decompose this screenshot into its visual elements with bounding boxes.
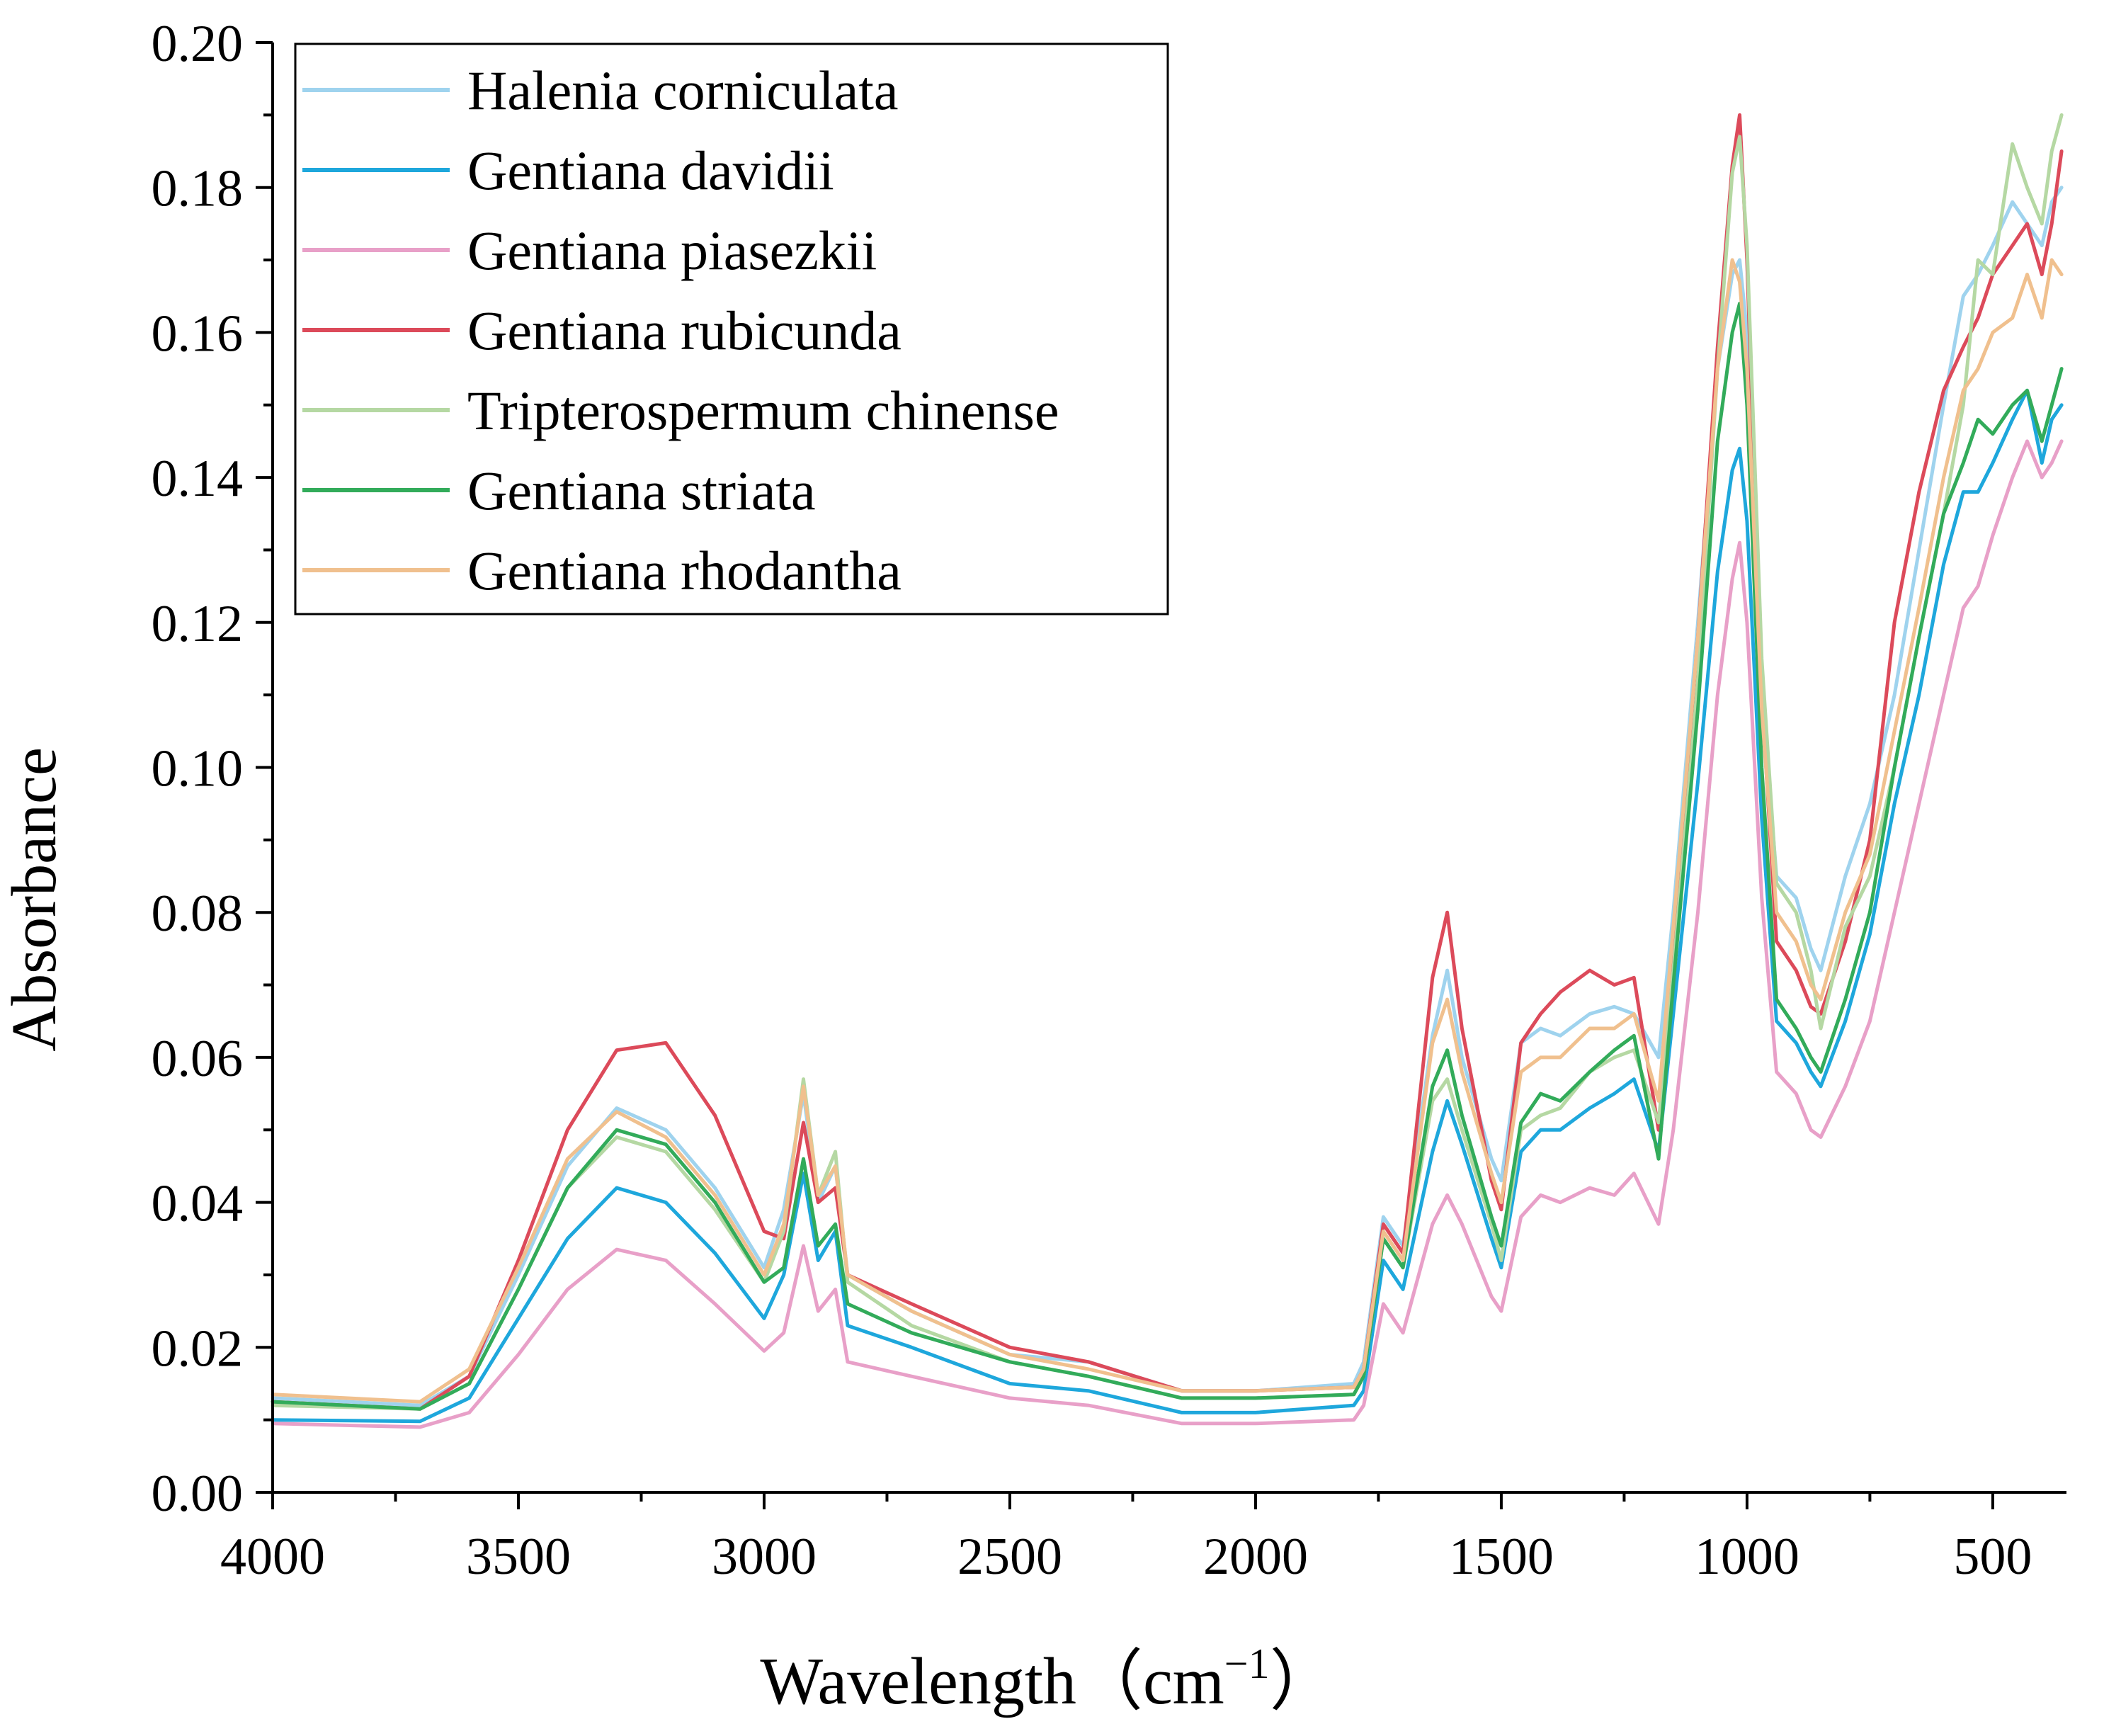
x-axis-title-close: ） — [1270, 1645, 1336, 1718]
legend-label: Gentiana rhodantha — [467, 540, 902, 601]
series-line-gentiana-rubicunda — [271, 113, 2064, 1411]
x-tick-label: 3000 — [712, 1528, 817, 1586]
x-tick-label: 1000 — [1695, 1528, 1799, 1586]
legend-label: Tripterospermum chinense — [467, 380, 1059, 441]
y-tick-label: 0.00 — [152, 1465, 244, 1523]
y-tick-label: 0.20 — [152, 15, 244, 73]
x-axis-title-exponent: −1 — [1224, 1640, 1270, 1687]
y-tick-label: 0.16 — [152, 305, 244, 363]
x-tick-label: 2000 — [1203, 1528, 1308, 1586]
legend-label: Gentiana rubicunda — [467, 300, 902, 361]
tick-marks — [256, 41, 1994, 1509]
legend-label: Gentiana striata — [467, 460, 816, 521]
y-tick-label: 0.04 — [152, 1175, 244, 1233]
x-tick-label: 4000 — [220, 1528, 325, 1586]
y-tick-label: 0.02 — [152, 1320, 244, 1378]
legend-label: Halenia corniculata — [467, 59, 899, 121]
series-lines — [271, 113, 2064, 1429]
x-axis-title-name: Wavelength — [760, 1645, 1076, 1718]
legend-label: Gentiana piasezkii — [467, 220, 877, 281]
x-tick-label: 1500 — [1449, 1528, 1554, 1586]
series-line-gentiana-piasezkii — [271, 439, 2064, 1429]
legend: Halenia corniculata Gentiana davidii Genti… — [294, 42, 1169, 615]
x-tick-label: 2500 — [957, 1528, 1062, 1586]
series-line-gentiana-rhodantha — [271, 258, 2064, 1404]
series-line-gentiana-davidii — [271, 388, 2064, 1424]
x-tick-label: 3500 — [466, 1528, 571, 1586]
x-axis-title-unit: （cm — [1076, 1645, 1224, 1718]
tick-labels: 0.00 0.02 0.04 0.06 0.08 0.10 0.12 0.14 0.16 0.18… — [152, 15, 2032, 1586]
y-tick-label: 0.12 — [152, 595, 244, 653]
y-tick-label: 0.10 — [152, 740, 244, 798]
y-tick-label: 0.06 — [152, 1030, 244, 1088]
x-tick-label: 500 — [1953, 1528, 2032, 1586]
x-axis-title: Wavelength（cm−1） — [760, 1640, 1336, 1718]
series-line-gentiana-striata — [271, 302, 2064, 1411]
y-tick-label: 0.08 — [152, 885, 244, 943]
y-axis-title: Absorbance — [0, 747, 69, 1052]
y-tick-label: 0.14 — [152, 450, 244, 508]
legend-label: Gentiana davidii — [467, 140, 834, 201]
y-tick-label: 0.18 — [152, 160, 244, 218]
